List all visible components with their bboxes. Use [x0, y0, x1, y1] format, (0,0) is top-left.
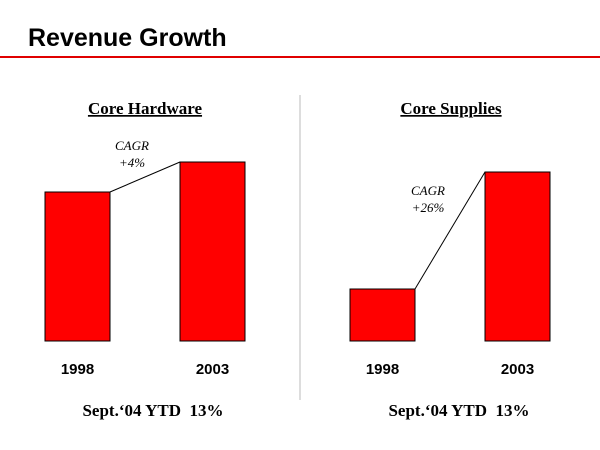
bar: [349, 288, 416, 342]
bar: [484, 171, 551, 342]
chart-title: Core Hardware: [88, 99, 203, 118]
chart-title: Core Supplies: [400, 99, 502, 118]
x-tick-label: 2003: [196, 361, 229, 378]
cagr-line: [109, 161, 181, 193]
annotation: CAGR: [411, 183, 445, 198]
bar: [44, 191, 111, 342]
slide-title: Revenue Growth: [28, 24, 227, 52]
annotation: +26%: [412, 200, 445, 215]
annotation: CAGR: [115, 138, 149, 153]
cagr-line: [414, 171, 486, 290]
x-tick-label: 1998: [61, 361, 94, 378]
annotation: +4%: [119, 155, 145, 170]
footer-note: Sept.‘04 YTD 13%: [388, 401, 529, 420]
footer-note: Sept.‘04 YTD 13%: [82, 401, 223, 420]
x-tick-label: 2003: [501, 361, 534, 378]
x-tick-label: 1998: [366, 361, 399, 378]
bar: [179, 161, 246, 342]
